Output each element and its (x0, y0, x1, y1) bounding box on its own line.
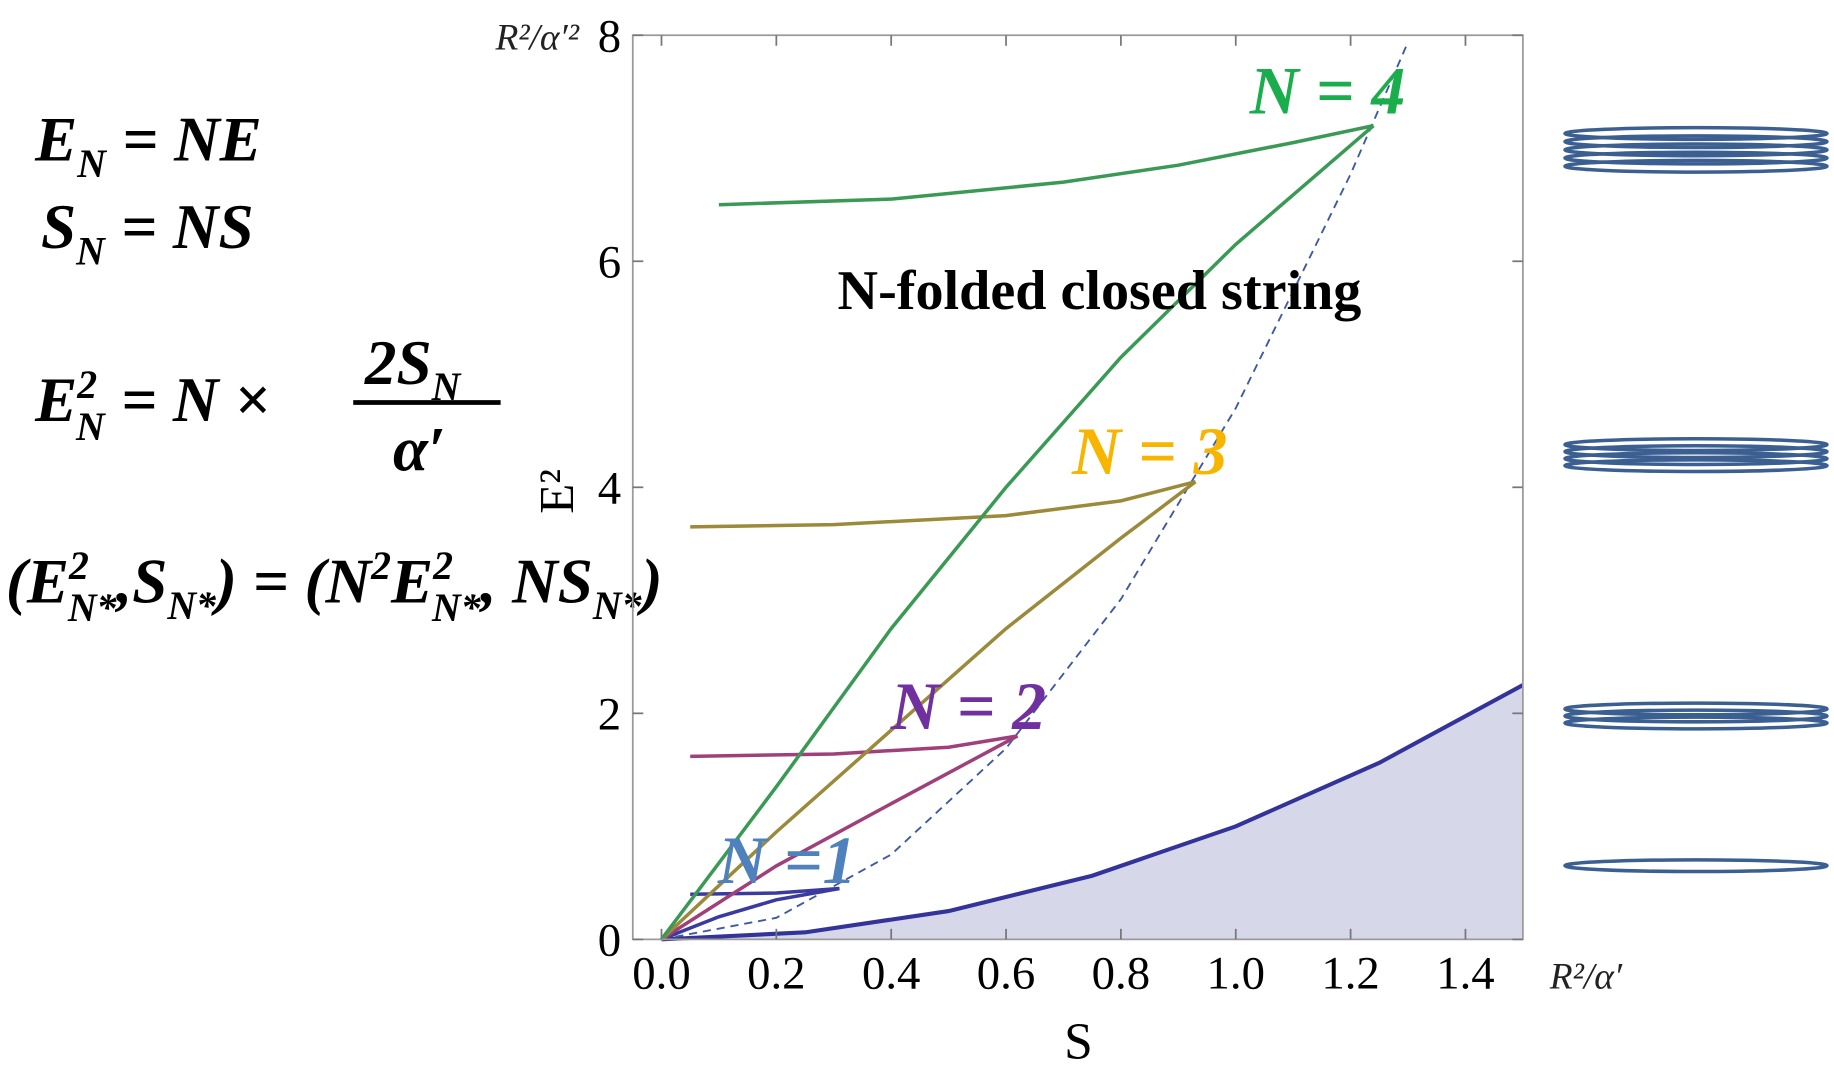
x-tick-label: 0.6 (977, 947, 1035, 999)
eq-part: = NE (122, 104, 262, 174)
figure: EN= NE SN= NS E2N= N × 2SN α′ (E2N*,SN*)… (0, 0, 1834, 1067)
eq-part: = N × (121, 365, 270, 435)
annotation: N-folded closed string (838, 260, 1362, 322)
x-tick-label: 1.0 (1207, 947, 1265, 999)
eq-sup: 2 (432, 544, 453, 588)
x-tick-label: 1.2 (1321, 947, 1379, 999)
eq-part: E (34, 104, 77, 174)
annotation: N = 4 (1249, 54, 1405, 129)
eq-sub: N (76, 142, 107, 186)
area-fill (661, 685, 1522, 939)
eq-sup: 2 (76, 363, 97, 407)
x-tick-label: 1.4 (1436, 947, 1494, 999)
equation: SN = NS (41, 192, 254, 273)
annotation: N = 3 (1071, 414, 1227, 489)
eq-part: 2S (364, 328, 432, 398)
eq-sub: N* (166, 584, 217, 628)
equation: EN = NE (34, 104, 262, 185)
x-tick-label: 0.0 (632, 947, 690, 999)
eq-sub: N* (592, 584, 643, 628)
annotation: N =1 (717, 823, 857, 898)
page: {"chart_data": { "type": "line", "xlim":… (0, 0, 1834, 1067)
string-rings (1565, 128, 1827, 872)
x-axis-label: S (1064, 1014, 1093, 1067)
eq-sub: N* (67, 586, 118, 630)
ring (1565, 160, 1827, 172)
y-unit: R²/α′² (494, 17, 579, 58)
ring (1565, 860, 1827, 872)
x-unit: R²/α′ (1549, 956, 1623, 997)
eq-sup: 2 (370, 544, 391, 588)
x-tick-label: 0.2 (747, 947, 805, 999)
eq-part: ) = (N (211, 547, 374, 617)
y-tick-label: 2 (598, 689, 621, 741)
eq-sup: 2 (68, 544, 89, 588)
equation-denominator: α′ (393, 414, 446, 484)
eq-part: = NS (121, 192, 254, 262)
eq-sub: N (75, 405, 106, 449)
eq-part: E (390, 547, 433, 617)
annotation: N = 2 (890, 669, 1046, 744)
plot: 0.0 0.2 0.4 0.6 0.8 1.0 1.2 1.4 0 2 4 6 8 S E² R²/α′² R²… (494, 11, 1622, 1067)
y-tick-label: 0 (598, 915, 621, 967)
y-tick-label: 4 (598, 463, 621, 515)
eq-sub: N (75, 229, 106, 273)
series-line (719, 126, 1374, 205)
eq-sub: N* (431, 586, 482, 630)
x-tick-label: 0.8 (1092, 947, 1150, 999)
eq-part: , NS (479, 547, 593, 617)
equation-numerator: 2SN (364, 328, 462, 409)
eq-part: E (34, 365, 77, 435)
y-axis-label: E² (529, 469, 584, 514)
y-tick-label: 8 (598, 11, 621, 63)
x-tick-label: 0.4 (862, 947, 920, 999)
eq-part: (E (6, 547, 69, 617)
y-tick-label: 6 (598, 237, 621, 289)
eq-part: ,S (114, 547, 167, 617)
eq-part: S (41, 192, 76, 262)
